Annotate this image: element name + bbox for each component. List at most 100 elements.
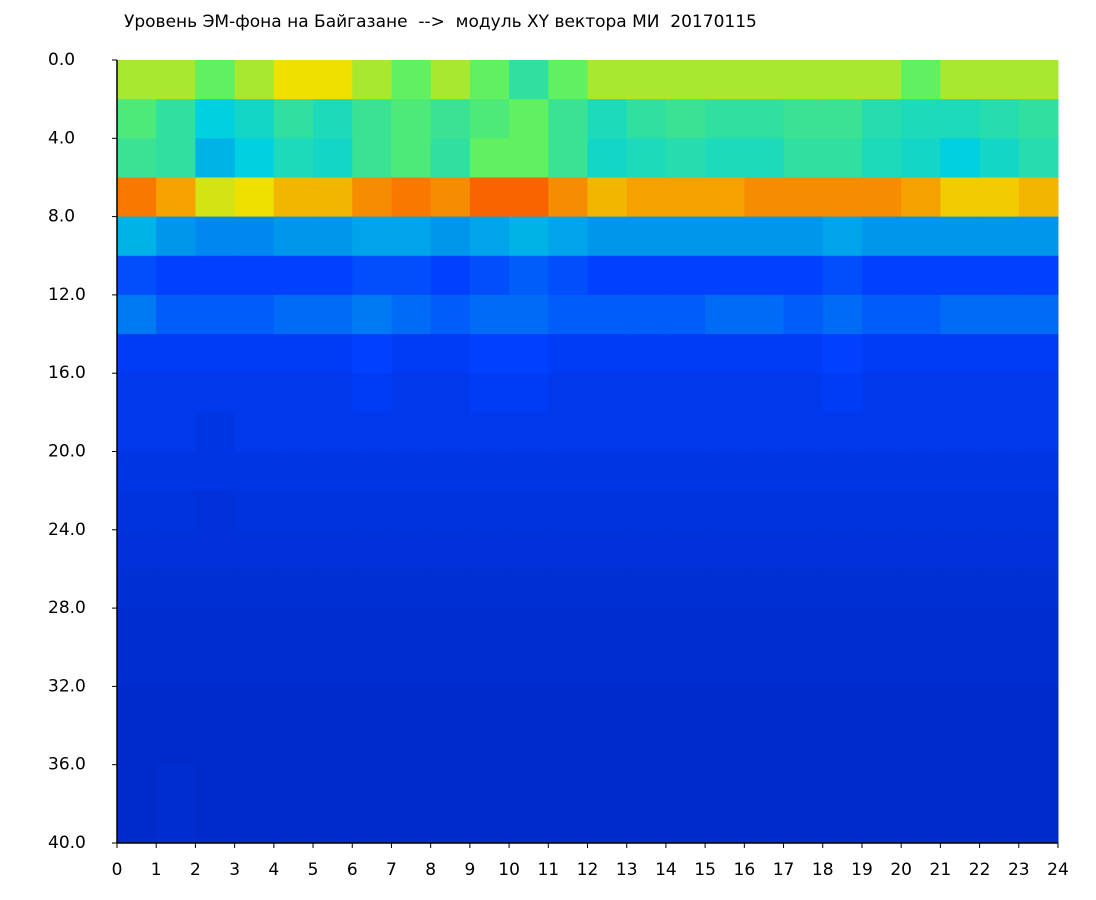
heatmap-cell [665,529,706,570]
heatmap-cell [783,177,824,218]
heatmap-cell [940,60,981,100]
heatmap-cell [822,608,863,648]
heatmap-cell [195,177,236,218]
heatmap-cell [548,255,588,296]
heatmap-cell [626,451,667,492]
heatmap-cell [665,60,706,100]
heatmap-cell [548,764,588,805]
x-tick-label: 11 [537,860,559,880]
x-tick-label: 21 [930,860,952,880]
heatmap-cell [117,373,157,413]
heatmap-cell [901,373,941,413]
heatmap-cell [156,568,196,609]
heatmap-cell [509,803,549,844]
heatmap-cell [901,334,941,374]
heatmap-cell [783,294,824,335]
heatmap-cell [783,216,824,257]
heatmap-cell [979,764,1020,805]
heatmap-cell [548,803,588,844]
heatmap-cell [979,803,1020,844]
heatmap [117,60,1059,844]
heatmap-cell [352,373,392,413]
heatmap-cell [861,529,902,570]
heatmap-cell [744,60,785,100]
heatmap-cell [391,373,432,413]
heatmap-cell [665,334,706,374]
heatmap-cell [783,451,824,492]
heatmap-cell [979,686,1020,727]
heatmap-cell [587,451,628,492]
heatmap-cell [901,529,941,570]
heatmap-cell [313,373,353,413]
heatmap-cell [665,412,706,452]
heatmap-cell [273,764,314,805]
heatmap-cell [273,60,314,100]
heatmap-cell [626,764,667,805]
heatmap-cell [195,60,236,100]
heatmap-cell [861,99,902,139]
heatmap-cell [901,451,941,492]
heatmap-cell [352,764,392,805]
heatmap-cell [1018,725,1059,766]
heatmap-cell [156,60,196,100]
x-tick-label: 20 [890,860,912,880]
heatmap-cell [822,216,863,257]
heatmap-cell [469,803,510,844]
heatmap-cell [783,412,824,452]
x-tick-label: 16 [734,860,756,880]
heatmap-cell [861,608,902,648]
x-tick-label: 2 [190,860,201,880]
x-tick-label: 18 [812,860,834,880]
heatmap-cell [430,686,471,727]
heatmap-cell [313,60,353,100]
heatmap-cell [509,334,549,374]
x-tick-label: 5 [308,860,319,880]
heatmap-cell [156,177,196,218]
heatmap-cell [156,529,196,570]
heatmap-cell [783,725,824,766]
heatmap-cell [273,686,314,727]
heatmap-cell [430,608,471,648]
heatmap-cell [940,138,981,178]
heatmap-cell [587,647,628,687]
heatmap-cell [469,412,510,452]
heatmap-cell [469,99,510,139]
heatmap-cell [861,725,902,766]
heatmap-cell [273,255,314,296]
heatmap-cell [587,373,628,413]
heatmap-cell [861,60,902,100]
heatmap-cell [979,412,1020,452]
heatmap-cell [861,138,902,178]
heatmap-cell [352,99,392,139]
heatmap-cell [940,725,981,766]
heatmap-cell [1018,608,1059,648]
heatmap-cell [979,99,1020,139]
heatmap-cell [156,334,196,374]
heatmap-cell [156,686,196,727]
heatmap-cell [861,803,902,844]
heatmap-cell [665,686,706,727]
heatmap-cell [273,373,314,413]
y-tick-label: 28.0 [48,598,86,618]
y-tick-label: 12.0 [48,285,86,305]
heatmap-cell [469,60,510,100]
heatmap-cell [469,451,510,492]
heatmap-cell [665,608,706,648]
heatmap-cell [940,412,981,452]
y-tick-label: 16.0 [48,363,86,383]
heatmap-cell [861,764,902,805]
heatmap-cell [313,725,353,766]
heatmap-cell [940,99,981,139]
heatmap-cell [195,686,236,727]
heatmap-cell [665,216,706,257]
heatmap-cell [626,334,667,374]
heatmap-cell [273,529,314,570]
heatmap-cell [313,608,353,648]
heatmap-cell [117,255,157,296]
heatmap-cell [391,412,432,452]
heatmap-cell [705,490,745,531]
heatmap-cell [234,647,275,687]
heatmap-cell [391,60,432,100]
heatmap-cell [391,764,432,805]
heatmap-cell [156,451,196,492]
